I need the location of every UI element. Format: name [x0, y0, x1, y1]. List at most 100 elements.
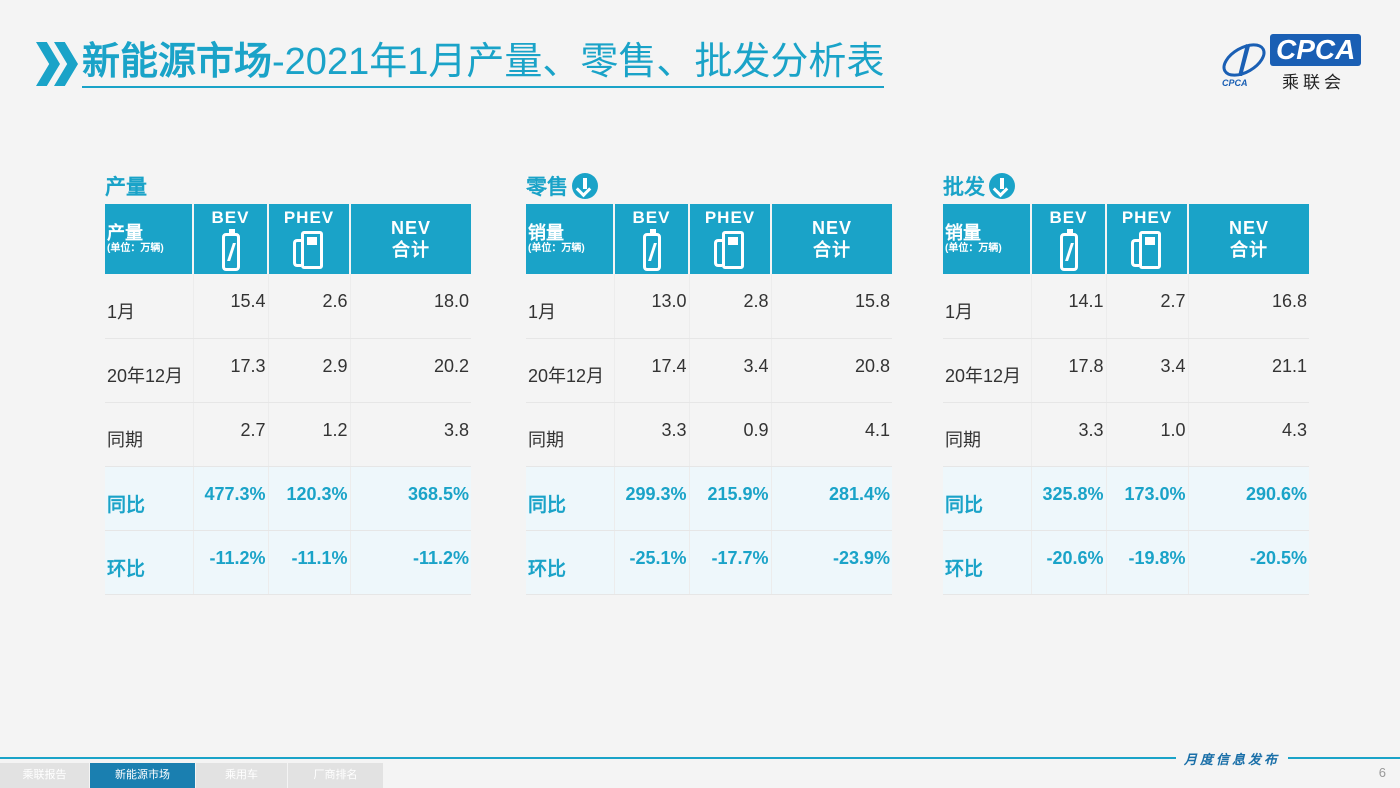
- table-row: 环比 -20.6% -19.8% -20.5%: [943, 530, 1309, 595]
- page-title: 新能源市场-2021年1月产量、零售、批发分析表: [82, 40, 885, 88]
- fuel-pump-icon: [293, 231, 325, 271]
- cell-bev: 14.1: [1031, 274, 1107, 339]
- header-phev: PHEV: [268, 204, 351, 274]
- panel-title-text: 零售: [526, 176, 568, 199]
- header-nev: NEV 合计: [771, 204, 892, 274]
- row-label: 20年12月: [105, 338, 194, 403]
- header-unit-sub: (单位：万辆): [528, 243, 585, 254]
- table-row: 环比 -11.2% -11.1% -11.2%: [105, 530, 471, 595]
- chevron-arrows-icon: [36, 42, 78, 86]
- cell-phev: 2.6: [268, 274, 351, 339]
- cell-bev: 299.3%: [614, 466, 690, 531]
- cpca-logo: CPCA 乘联会 CPCA: [1220, 30, 1362, 92]
- cpca-emblem-icon: [1222, 43, 1266, 77]
- row-label: 同期: [526, 402, 615, 467]
- panel-title: 批发: [943, 168, 1309, 204]
- cell-nev: 20.2: [350, 338, 471, 403]
- production-table: 产量 (单位：万辆) BEV PHEV NEV 合计 1月 15.4 2.6 18.0 2…: [105, 204, 471, 595]
- row-label: 同期: [943, 402, 1032, 467]
- header-phev-label: PHEV: [704, 208, 756, 227]
- row-label: 同比: [105, 466, 194, 531]
- row-label: 同比: [943, 466, 1032, 531]
- footer-tab-ranking[interactable]: 厂商排名: [288, 763, 384, 788]
- header-nev-line2: 合计: [392, 240, 430, 260]
- cell-nev: 368.5%: [350, 466, 471, 531]
- cell-nev: 290.6%: [1188, 466, 1309, 531]
- table-row: 1月 13.0 2.8 15.8: [526, 274, 892, 339]
- header-phev: PHEV: [689, 204, 772, 274]
- cell-bev: -25.1%: [614, 530, 690, 595]
- cell-phev: 2.9: [268, 338, 351, 403]
- header-unit: 产量 (单位：万辆): [105, 204, 194, 274]
- footer-nav: 乘联报告 新能源市场 乘用车 厂商排名: [0, 763, 384, 788]
- header-phev: PHEV: [1106, 204, 1189, 274]
- panel-title-text: 产量: [105, 176, 147, 199]
- cell-bev: 3.3: [614, 402, 690, 467]
- header-bev: BEV: [193, 204, 269, 274]
- cell-bev: -20.6%: [1031, 530, 1107, 595]
- table-row: 同期 3.3 0.9 4.1: [526, 402, 892, 467]
- page-number: 6: [1378, 765, 1386, 780]
- cell-phev: 173.0%: [1106, 466, 1189, 531]
- cell-phev: -17.7%: [689, 530, 772, 595]
- cell-phev: 2.8: [689, 274, 772, 339]
- cell-nev: 16.8: [1188, 274, 1309, 339]
- cell-nev: 20.8: [771, 338, 892, 403]
- logo-en: CPCA: [1270, 34, 1362, 66]
- cell-bev: 15.4: [193, 274, 269, 339]
- cell-bev: 2.7: [193, 402, 269, 467]
- footer-tab-nev-market[interactable]: 新能源市场: [90, 763, 196, 788]
- cell-phev: 1.2: [268, 402, 351, 467]
- panel-title: 零售: [526, 168, 892, 204]
- cell-nev: 18.0: [350, 274, 471, 339]
- cell-bev: 17.3: [193, 338, 269, 403]
- header-unit: 销量 (单位：万辆): [526, 204, 615, 274]
- arrow-down-circle-icon: [572, 173, 598, 199]
- row-label: 1月: [526, 274, 615, 339]
- row-label: 20年12月: [526, 338, 615, 403]
- header-nev-line1: NEV: [1228, 218, 1269, 238]
- cell-phev: 120.3%: [268, 466, 351, 531]
- cell-bev: 13.0: [614, 274, 690, 339]
- footer-tab-passenger[interactable]: 乘用车: [196, 763, 288, 788]
- panel-title: 产量: [105, 168, 471, 204]
- panel-wholesale: 批发 销量 (单位：万辆) BEV PHEV NEV 合计 1月 14.1 2.7 16.…: [943, 168, 1309, 595]
- panel-title-text: 批发: [943, 176, 985, 199]
- cell-bev: 325.8%: [1031, 466, 1107, 531]
- footer-motto: 月度信息发布: [1175, 749, 1288, 768]
- cell-phev: 3.4: [1106, 338, 1189, 403]
- retail-table: 销量 (单位：万辆) BEV PHEV NEV 合计 1月 13.0 2.8 15.8 2…: [526, 204, 892, 595]
- cell-phev: 1.0: [1106, 402, 1189, 467]
- row-label: 环比: [105, 530, 194, 595]
- cell-nev: -20.5%: [1188, 530, 1309, 595]
- table-row: 同比 477.3% 120.3% 368.5%: [105, 466, 471, 531]
- cell-phev: 215.9%: [689, 466, 772, 531]
- fuel-pump-icon: [1131, 231, 1163, 271]
- table-row: 同期 3.3 1.0 4.3: [943, 402, 1309, 467]
- battery-icon: [221, 229, 240, 271]
- cell-nev: 281.4%: [771, 466, 892, 531]
- cell-bev: 17.4: [614, 338, 690, 403]
- header-nev: NEV 合计: [1188, 204, 1309, 274]
- table-row: 20年12月 17.3 2.9 20.2: [105, 338, 471, 403]
- title-rest: -2021年1月产量、零售、批发分析表: [272, 41, 885, 83]
- header-bev-label: BEV: [632, 208, 671, 227]
- arrow-down-circle-icon: [989, 173, 1015, 199]
- fuel-pump-icon: [714, 231, 746, 271]
- row-label: 环比: [943, 530, 1032, 595]
- cell-nev: -11.2%: [350, 530, 471, 595]
- table-row: 20年12月 17.8 3.4 21.1: [943, 338, 1309, 403]
- logo-cn: 乘联会: [1282, 73, 1345, 92]
- cell-phev: 2.7: [1106, 274, 1189, 339]
- header-unit-main: 产量: [107, 223, 143, 243]
- header-unit-main: 销量: [945, 223, 981, 243]
- footer-tab-report[interactable]: 乘联报告: [0, 763, 90, 788]
- table-row: 同比 325.8% 173.0% 290.6%: [943, 466, 1309, 531]
- table-row: 同期 2.7 1.2 3.8: [105, 402, 471, 467]
- row-label: 同比: [526, 466, 615, 531]
- table-row: 1月 15.4 2.6 18.0: [105, 274, 471, 339]
- header-phev-label: PHEV: [1121, 208, 1173, 227]
- header-nev-line1: NEV: [811, 218, 852, 238]
- header-unit: 销量 (单位：万辆): [943, 204, 1032, 274]
- header-nev: NEV 合计: [350, 204, 471, 274]
